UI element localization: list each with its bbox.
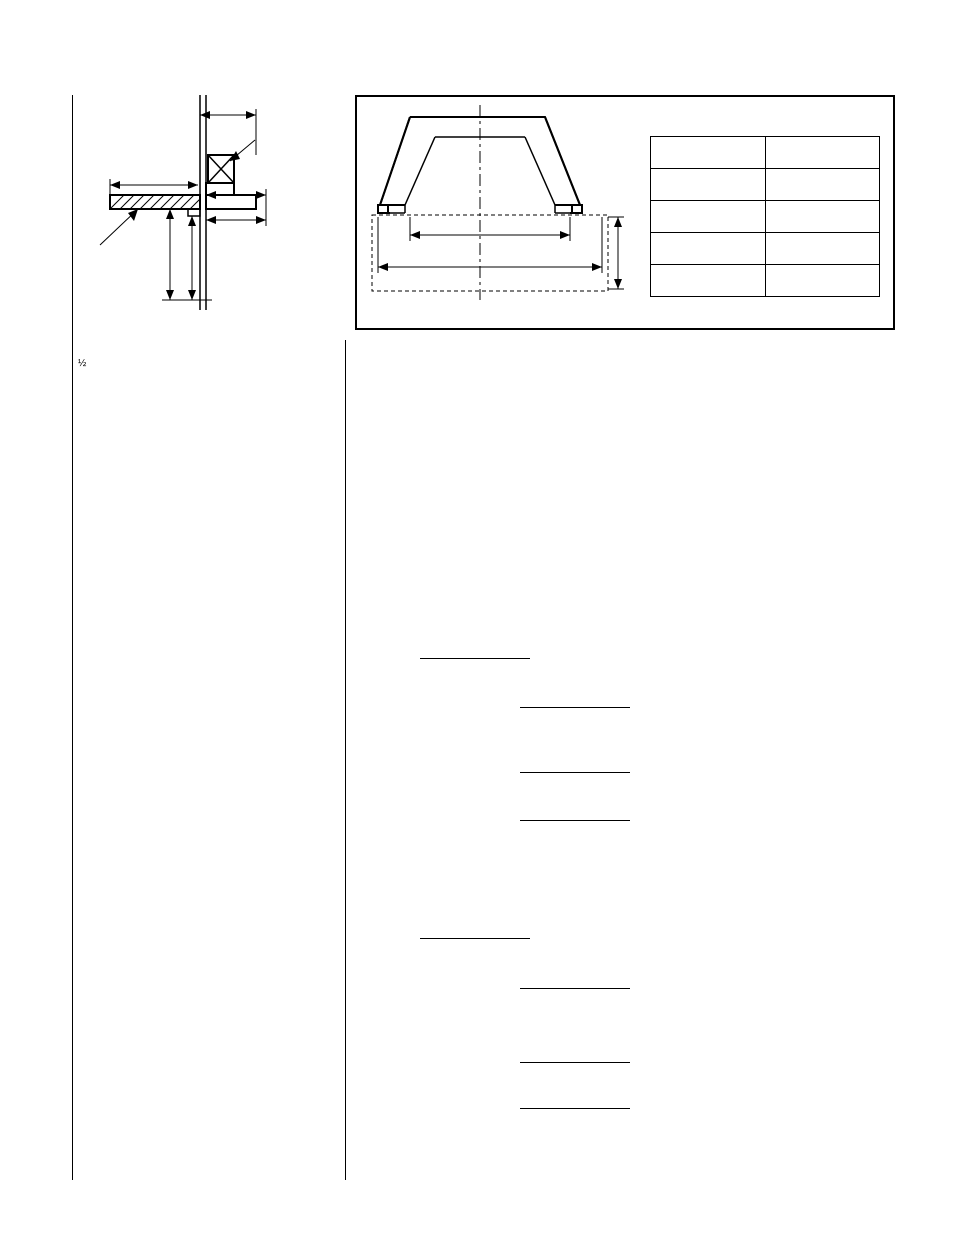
table-cell: [651, 265, 766, 297]
text-rule: [420, 938, 530, 939]
table-row: [651, 201, 880, 233]
text-rule: [520, 772, 630, 773]
table-row: [651, 233, 880, 265]
table-row: [651, 137, 880, 169]
table-row: [651, 169, 880, 201]
left-column-divider: [72, 95, 73, 1180]
table-cell: [651, 169, 766, 201]
trapezoid-diagram: [370, 105, 630, 305]
half-label: ½: [78, 358, 86, 369]
text-rule: [520, 988, 630, 989]
text-rule: [520, 1108, 630, 1109]
text-rule: [520, 707, 630, 708]
table-cell: [651, 137, 766, 169]
text-rule: [520, 1062, 630, 1063]
table-cell: [651, 233, 766, 265]
table-cell: [765, 233, 880, 265]
flange-detail-diagram: [80, 95, 280, 310]
table-cell: [765, 265, 880, 297]
table-cell: [765, 169, 880, 201]
table-cell: [651, 201, 766, 233]
text-rule: [420, 658, 530, 659]
table-cell: [765, 137, 880, 169]
text-rule: [520, 820, 630, 821]
table-row: [651, 265, 880, 297]
dimension-table: [650, 136, 880, 297]
mid-column-divider: [345, 340, 346, 1180]
table-cell: [765, 201, 880, 233]
